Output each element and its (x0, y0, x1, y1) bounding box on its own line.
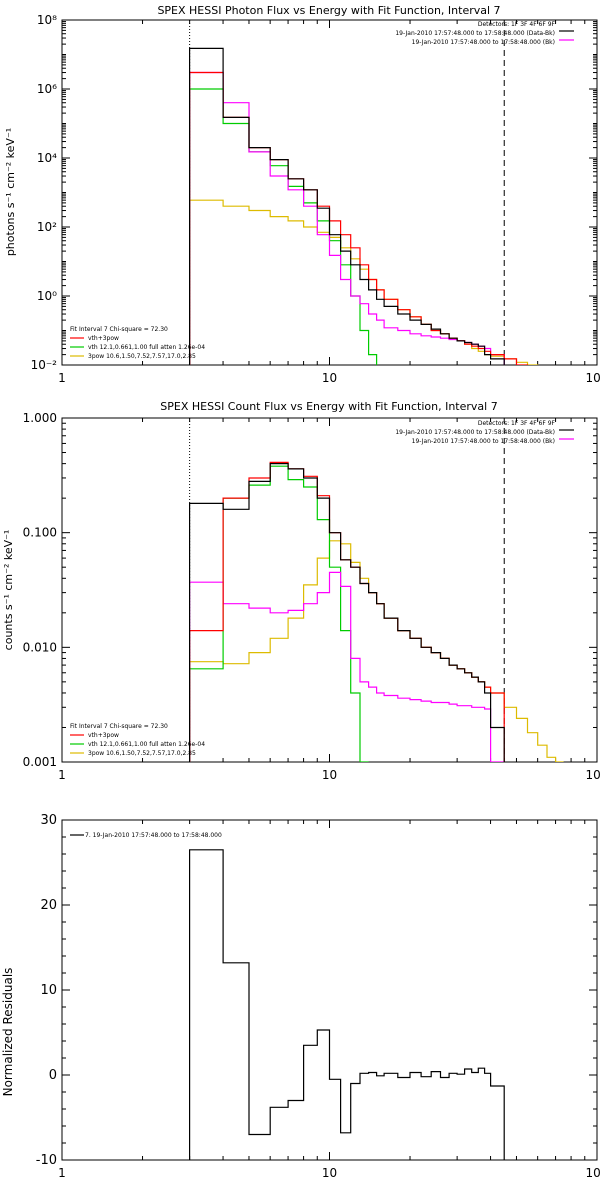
y-tick-label: 30 (40, 813, 57, 828)
legend-total-fit: vth+3pow (88, 732, 119, 739)
plot-frame (61, 819, 598, 1161)
photon-flux-legend-left: Fit Interval 7 Chi-square = 72.30 vth+3p… (70, 326, 205, 360)
series-thermal-line (189, 88, 385, 365)
x-tick-label: 1 (58, 1166, 66, 1180)
legend-detectors: Detectors: 1F 3F 4F 6F 9F (478, 420, 556, 427)
legend-power: 3pow 10.6,1.50,7.52,7.57,17.0,2.85 (88, 353, 196, 360)
legend-total-fit: vth+3pow (88, 335, 119, 342)
series-thermal-line (189, 465, 369, 762)
legend-fit-interval: Fit Interval 7 Chi-square = 72.30 (70, 326, 168, 333)
x-tick-label: 100 (586, 768, 600, 782)
y-tick-label: 10⁸ (37, 13, 57, 27)
legend-detectors: Detectors: 1F 3F 4F 6F 9F (478, 21, 556, 28)
legend-data-bk: 19-Jan-2010 17:57:48.000 to 17:58:48.000… (395, 429, 555, 436)
count-flux-title: SPEX HESSI Count Flux vs Energy with Fit… (160, 400, 497, 413)
series-data-line (189, 463, 505, 762)
count-flux-ylabel: counts s⁻¹ cm⁻² keV⁻¹ (2, 530, 15, 651)
count-flux-legend-right: Detectors: 1F 3F 4F 6F 9F 19-Jan-2010 17… (395, 420, 555, 445)
y-tick-label: 10⁻² (31, 358, 58, 372)
y-tick-label: 10² (37, 220, 57, 234)
y-tick-label: 0 (49, 1068, 57, 1083)
y-tick-label: 10 (40, 983, 57, 998)
legend-bk: 19-Jan-2010 17:57:48.000 to 17:58:48.000… (412, 39, 555, 46)
x-tick-label: 100 (586, 1166, 600, 1180)
y-tick-label: 0.100 (23, 526, 57, 540)
x-tick-label: 10 (322, 1166, 337, 1180)
residuals-legend: 7. 19-Jan-2010 17:57:48.000 to 17:58:48.… (85, 832, 222, 839)
y-tick-label: 10⁴ (37, 151, 57, 165)
legend-thermal: vth 12.1,0.661,1.00 full atten 1.26e-04 (88, 741, 205, 748)
y-tick-label: 20 (40, 898, 57, 913)
residuals-panel: Normalized Residuals 7. 19-Jan-2010 17:5… (1, 813, 600, 1180)
series-background-line (189, 571, 505, 762)
series-power-line (189, 199, 557, 365)
legend-thermal: vth 12.1,0.661,1.00 full atten 1.26e-04 (88, 344, 205, 351)
plot-frame (61, 19, 598, 366)
photon-flux-ylabel: photons s⁻¹ cm⁻² keV⁻¹ (4, 128, 17, 256)
series-power-line (189, 540, 564, 762)
legend-data-bk: 19-Jan-2010 17:57:48.000 to 17:58:48.000… (395, 30, 555, 37)
x-tick-label: 1 (58, 768, 66, 782)
y-tick-label: 10⁶ (37, 82, 57, 96)
y-tick-label: 0.010 (23, 640, 57, 654)
series-background-line (189, 71, 505, 365)
x-tick-label: 10 (322, 768, 337, 782)
series-data-line (189, 849, 505, 1160)
legend-interval: 7. 19-Jan-2010 17:57:48.000 to 17:58:48.… (85, 832, 222, 839)
photon-flux-title: SPEX HESSI Photon Flux vs Energy with Fi… (157, 4, 500, 17)
y-tick-label: 0.001 (23, 755, 57, 769)
legend-power: 3pow 10.6,1.50,7.52,7.57,17.0,2.85 (88, 750, 196, 757)
legend-bk: 19-Jan-2010 17:57:48.000 to 17:58:48.000… (412, 438, 555, 445)
count-flux-panel: SPEX HESSI Count Flux vs Energy with Fit… (2, 400, 600, 782)
photon-flux-legend-right: Detectors: 1F 3F 4F 6F 9F 19-Jan-2010 17… (395, 21, 555, 46)
photon-flux-panel: SPEX HESSI Photon Flux vs Energy with Fi… (4, 4, 600, 385)
x-tick-label: 10 (322, 371, 337, 385)
x-tick-label: 100 (586, 371, 600, 385)
residuals-ylabel: Normalized Residuals (1, 968, 15, 1097)
legend-fit-interval: Fit Interval 7 Chi-square = 72.30 (70, 723, 168, 730)
series-data-line (189, 47, 505, 365)
y-tick-label: -10 (36, 1153, 57, 1168)
x-tick-label: 1 (58, 371, 66, 385)
series-total_fit-line (189, 461, 505, 762)
y-tick-label: 10⁰ (37, 289, 57, 303)
y-tick-label: 1.000 (23, 411, 57, 425)
count-flux-legend-left: Fit Interval 7 Chi-square = 72.30 vth+3p… (70, 723, 205, 757)
